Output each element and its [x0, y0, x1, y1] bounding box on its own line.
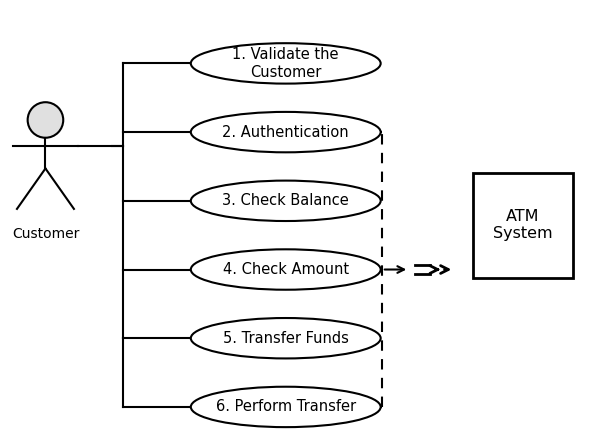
Ellipse shape [191, 249, 380, 290]
Text: 1. Validate the
Customer: 1. Validate the Customer [232, 47, 339, 80]
Text: ATM
System: ATM System [493, 209, 553, 241]
Text: 2. Authentication: 2. Authentication [223, 124, 349, 140]
Ellipse shape [191, 318, 380, 358]
Text: Customer: Customer [12, 227, 79, 241]
Ellipse shape [191, 112, 380, 152]
Bar [473, 173, 574, 278]
Text: 6. Perform Transfer: 6. Perform Transfer [215, 399, 356, 414]
Text: 3. Check Balance: 3. Check Balance [223, 193, 349, 208]
Ellipse shape [191, 43, 380, 84]
Ellipse shape [191, 387, 380, 427]
Text: 5. Transfer Funds: 5. Transfer Funds [223, 331, 349, 346]
Ellipse shape [28, 102, 63, 138]
Text: 4. Check Amount: 4. Check Amount [223, 262, 349, 277]
Ellipse shape [191, 180, 380, 221]
